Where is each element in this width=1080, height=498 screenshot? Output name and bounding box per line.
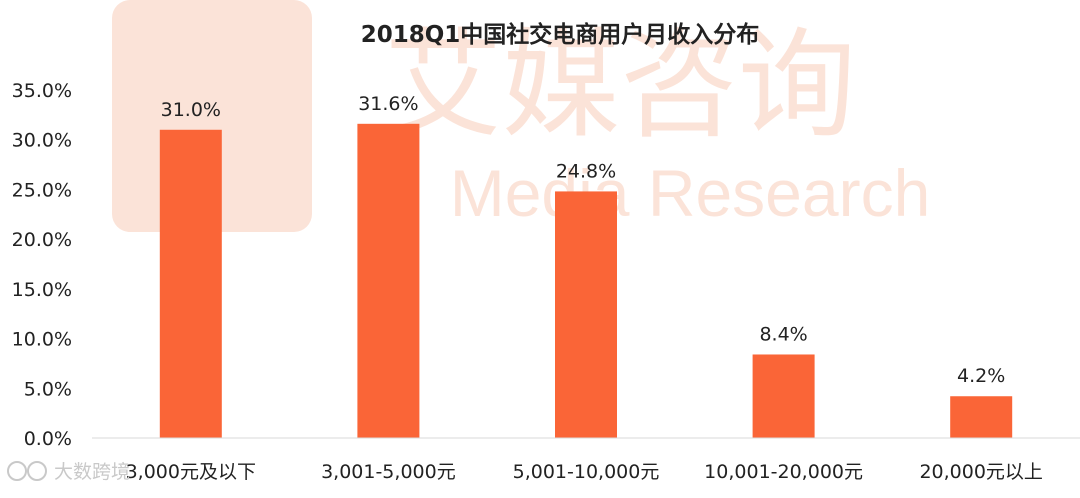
bar [752,354,815,438]
data-label: 24.8% [556,160,616,182]
chart-title: 2018Q1中国社交电商用户月收入分布 [361,21,760,48]
y-tick-label: 35.0% [12,80,72,102]
bar [555,191,617,438]
bar [357,123,420,438]
y-tick-label: 25.0% [12,179,72,201]
y-tick-label: 30.0% [12,130,72,152]
source-watermark: 大数跨境 [7,461,130,483]
y-tick-label: 15.0% [12,279,72,301]
bars [159,123,1013,438]
y-tick-label: 0.0% [24,428,72,450]
source-mark-text: 大数跨境 [54,461,130,483]
bar [159,129,222,438]
data-label: 31.6% [358,93,418,115]
x-tick-label: 3,000元及以下 [126,461,256,483]
watermark-brand-sub: Media Research [450,156,931,230]
x-tick-label: 20,000元以上 [919,461,1042,483]
data-label: 31.0% [161,99,221,121]
source-logo-icon [7,461,27,481]
x-tick-label: 10,001-20,000元 [704,461,863,483]
x-tick-label: 3,001-5,000元 [321,461,456,483]
y-axis: 0.0% 5.0% 10.0% 15.0% 20.0% 25.0% 30.0% 35.0% [12,80,72,450]
bar [950,396,1013,438]
data-labels: 31.0% 31.6% 24.8% 8.4% 4.2% [161,93,1006,387]
data-label: 4.2% [957,365,1005,387]
y-tick-label: 5.0% [24,378,72,400]
source-logo-icon-dot [27,461,47,481]
x-axis: 3,000元及以下 3,001-5,000元 5,001-10,000元 10,001… [126,461,1043,483]
x-tick-label: 5,001-10,000元 [513,461,660,483]
y-tick-label: 20.0% [12,229,72,251]
data-label: 8.4% [759,323,807,345]
y-tick-label: 10.0% [12,329,72,351]
watermark-brand-name: 艾媒咨询 [384,16,856,154]
